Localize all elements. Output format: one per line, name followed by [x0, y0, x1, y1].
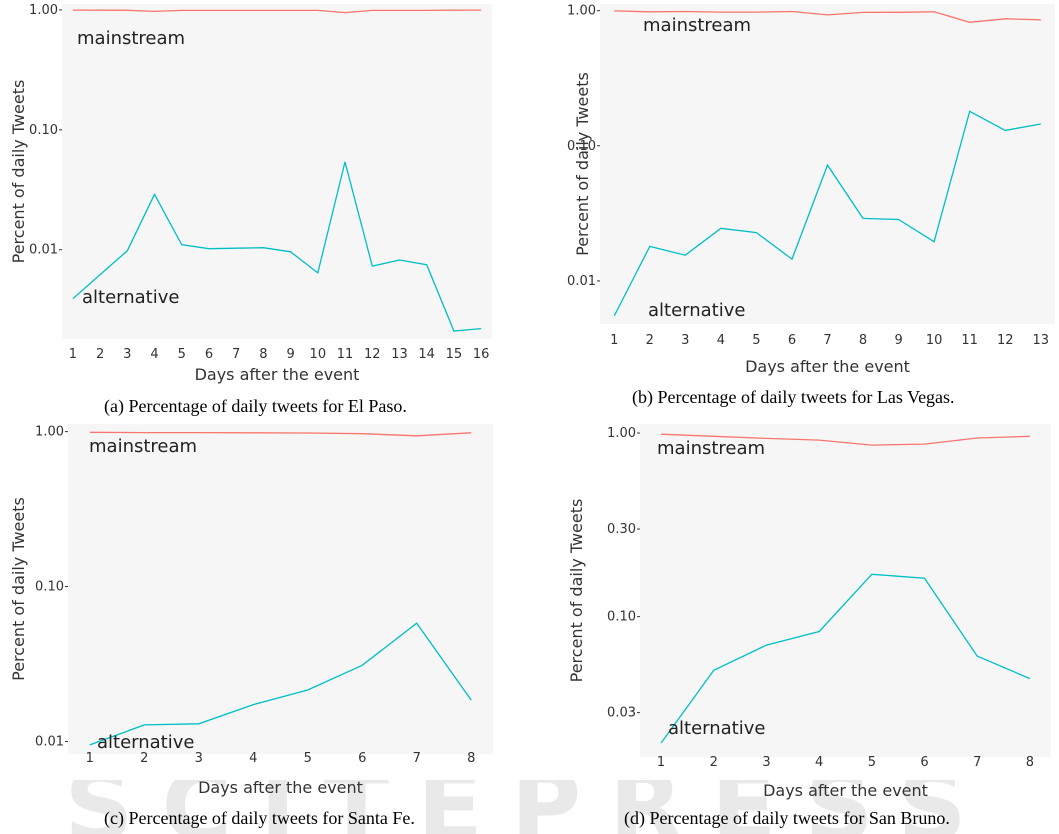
x-tick-label: 3	[195, 751, 203, 766]
series-line-mainstream	[661, 433, 1030, 446]
series-label-mainstream: mainstream	[643, 15, 751, 36]
x-tick-label: 10	[926, 333, 943, 348]
series-label-alternative: alternative	[668, 718, 765, 739]
chart-santa-fe: 1.00 0.10 0.01 1 2 3 4 5 6 7 8 Days after the event…	[0, 420, 520, 810]
series-line-mainstream	[72, 9, 482, 14]
y-tick-label: 1.00	[29, 3, 58, 18]
y-tick-label: 0.10	[567, 139, 596, 154]
x-tick-label: 12	[364, 347, 381, 362]
x-tick-label: 5	[752, 333, 760, 348]
chart-svg: 1.000.100.011 2 3 4 5 6 7 8 9 10 11 12 13 14 15 16Days …	[9, 3, 492, 384]
x-tick-label: 9	[894, 333, 902, 348]
x-tick-label: 8	[467, 751, 475, 766]
caption-santa-fe: (c) Percentage of daily tweets for Santa…	[104, 808, 415, 828]
y-tick-label: 0.01	[567, 274, 596, 289]
x-axis-title: Days after the event	[195, 365, 360, 384]
y-tick-label: 0.01	[29, 243, 58, 258]
x-axis-title: Days after the event	[763, 781, 928, 800]
plot-background	[68, 424, 493, 754]
x-tick-label: 5	[178, 347, 186, 362]
series-label-alternative: alternative	[648, 300, 745, 321]
x-tick-label: 1	[610, 333, 618, 348]
y-tick-label: 0.01	[35, 734, 64, 749]
x-tick-label: 11	[337, 347, 354, 362]
y-axis-title: Percent of daily Tweets	[9, 497, 28, 681]
y-tick-label: 1.00	[35, 425, 64, 440]
caption-las-vegas: (b) Percentage of daily tweets for Las V…	[632, 387, 955, 407]
y-axis-title: Percent of daily Tweets	[567, 499, 586, 683]
x-tick-label: 6	[205, 347, 213, 362]
x-tick-label: 10	[310, 347, 327, 362]
x-tick-label: 12	[997, 333, 1014, 348]
x-tick-label: 1	[86, 751, 94, 766]
series-label-mainstream: mainstream	[77, 28, 185, 49]
series-line-mainstream	[614, 10, 1041, 23]
x-tick-label: 3	[762, 755, 770, 770]
chart-svg: 1.00 0.30 0.10 0.03 1 2 3 4 5 6 7 8 Days after the e…	[567, 424, 1051, 800]
series-label-alternative: alternative	[97, 732, 194, 753]
watermark-text: SCITEPRESS	[0, 780, 1059, 834]
series-line-alternative	[89, 622, 472, 746]
x-tick-label: 9	[286, 347, 294, 362]
x-tick-label: 2	[140, 751, 148, 766]
y-axis-title: Percent of daily Tweets	[9, 80, 28, 264]
x-tick-label: 4	[249, 751, 257, 766]
y-tick-label: 1.00	[607, 426, 636, 441]
caption-el-paso: (a) Percentage of daily tweets for El Pa…	[104, 396, 407, 416]
x-tick-label: 5	[868, 755, 876, 770]
chart-las-vegas: 1.00 0.10 0.01 1 2 3 4 5 6 7 8 9 10 11 12 13 Days after …	[560, 0, 1059, 390]
y-tick-label: 0.10	[607, 610, 636, 625]
x-tick-label: 4	[815, 755, 823, 770]
series-label-mainstream: mainstream	[657, 438, 765, 459]
x-tick-label: 1	[657, 755, 665, 770]
x-tick-label: 7	[973, 755, 981, 770]
series-line-alternative	[72, 161, 482, 332]
x-tick-label: 6	[920, 755, 928, 770]
x-tick-label: 2	[646, 333, 654, 348]
x-tick-label: 6	[788, 333, 796, 348]
series-label-alternative: alternative	[82, 287, 179, 308]
plot-background	[640, 424, 1051, 757]
x-tick-label: 7	[413, 751, 421, 766]
x-tick-label: 8	[259, 347, 267, 362]
chart-san-bruno: 1.00 0.30 0.10 0.03 1 2 3 4 5 6 7 8 Days after the e…	[560, 420, 1059, 810]
x-tick-label: 6	[358, 751, 366, 766]
plot-background	[62, 4, 492, 339]
y-tick-label: 0.10	[35, 580, 64, 595]
x-tick-label: 7	[823, 333, 831, 348]
x-tick-label: 15	[446, 347, 463, 362]
x-tick-label: 7	[232, 347, 240, 362]
x-tick-label: 11	[961, 333, 978, 348]
series-line-alternative	[660, 573, 1031, 744]
y-tick-label: 0.30	[607, 522, 636, 537]
chart-svg: 1.00 0.10 0.01 1 2 3 4 5 6 7 8 Days after the event…	[9, 424, 493, 797]
x-axis-title: Days after the event	[198, 778, 363, 797]
y-tick-label: 0.10	[29, 123, 58, 138]
x-tick-label: 8	[859, 333, 867, 348]
y-axis-title: Percent of daily Tweets	[573, 72, 592, 256]
x-tick-label: 13	[391, 347, 408, 362]
x-tick-label: 4	[150, 347, 158, 362]
x-tick-label: 1	[69, 347, 77, 362]
y-tick-label: 1.00	[567, 4, 596, 19]
chart-el-paso: 1.00 0.10 0.01 1 2 3 4 5 6 7 8 9 10 11 12 13 14 15 16 Days …	[0, 0, 520, 420]
x-tick-label: 8	[1026, 755, 1034, 770]
x-tick-label: 16	[473, 347, 490, 362]
x-tick-label: 13	[1033, 333, 1050, 348]
x-tick-label: 2	[96, 347, 104, 362]
series-line-alternative	[613, 110, 1041, 317]
x-tick-label: 2	[710, 755, 718, 770]
x-tick-label: 3	[681, 333, 689, 348]
x-tick-label: 14	[418, 347, 435, 362]
x-tick-label: 4	[717, 333, 725, 348]
x-axis-title: Days after the event	[745, 357, 910, 376]
caption-san-bruno: (d) Percentage of daily tweets for San B…	[624, 808, 950, 828]
series-line-mainstream	[89, 431, 472, 437]
y-tick-label: 0.03	[607, 706, 636, 721]
series-label-mainstream: mainstream	[89, 436, 197, 457]
x-tick-label: 3	[123, 347, 131, 362]
x-tick-label: 5	[304, 751, 312, 766]
